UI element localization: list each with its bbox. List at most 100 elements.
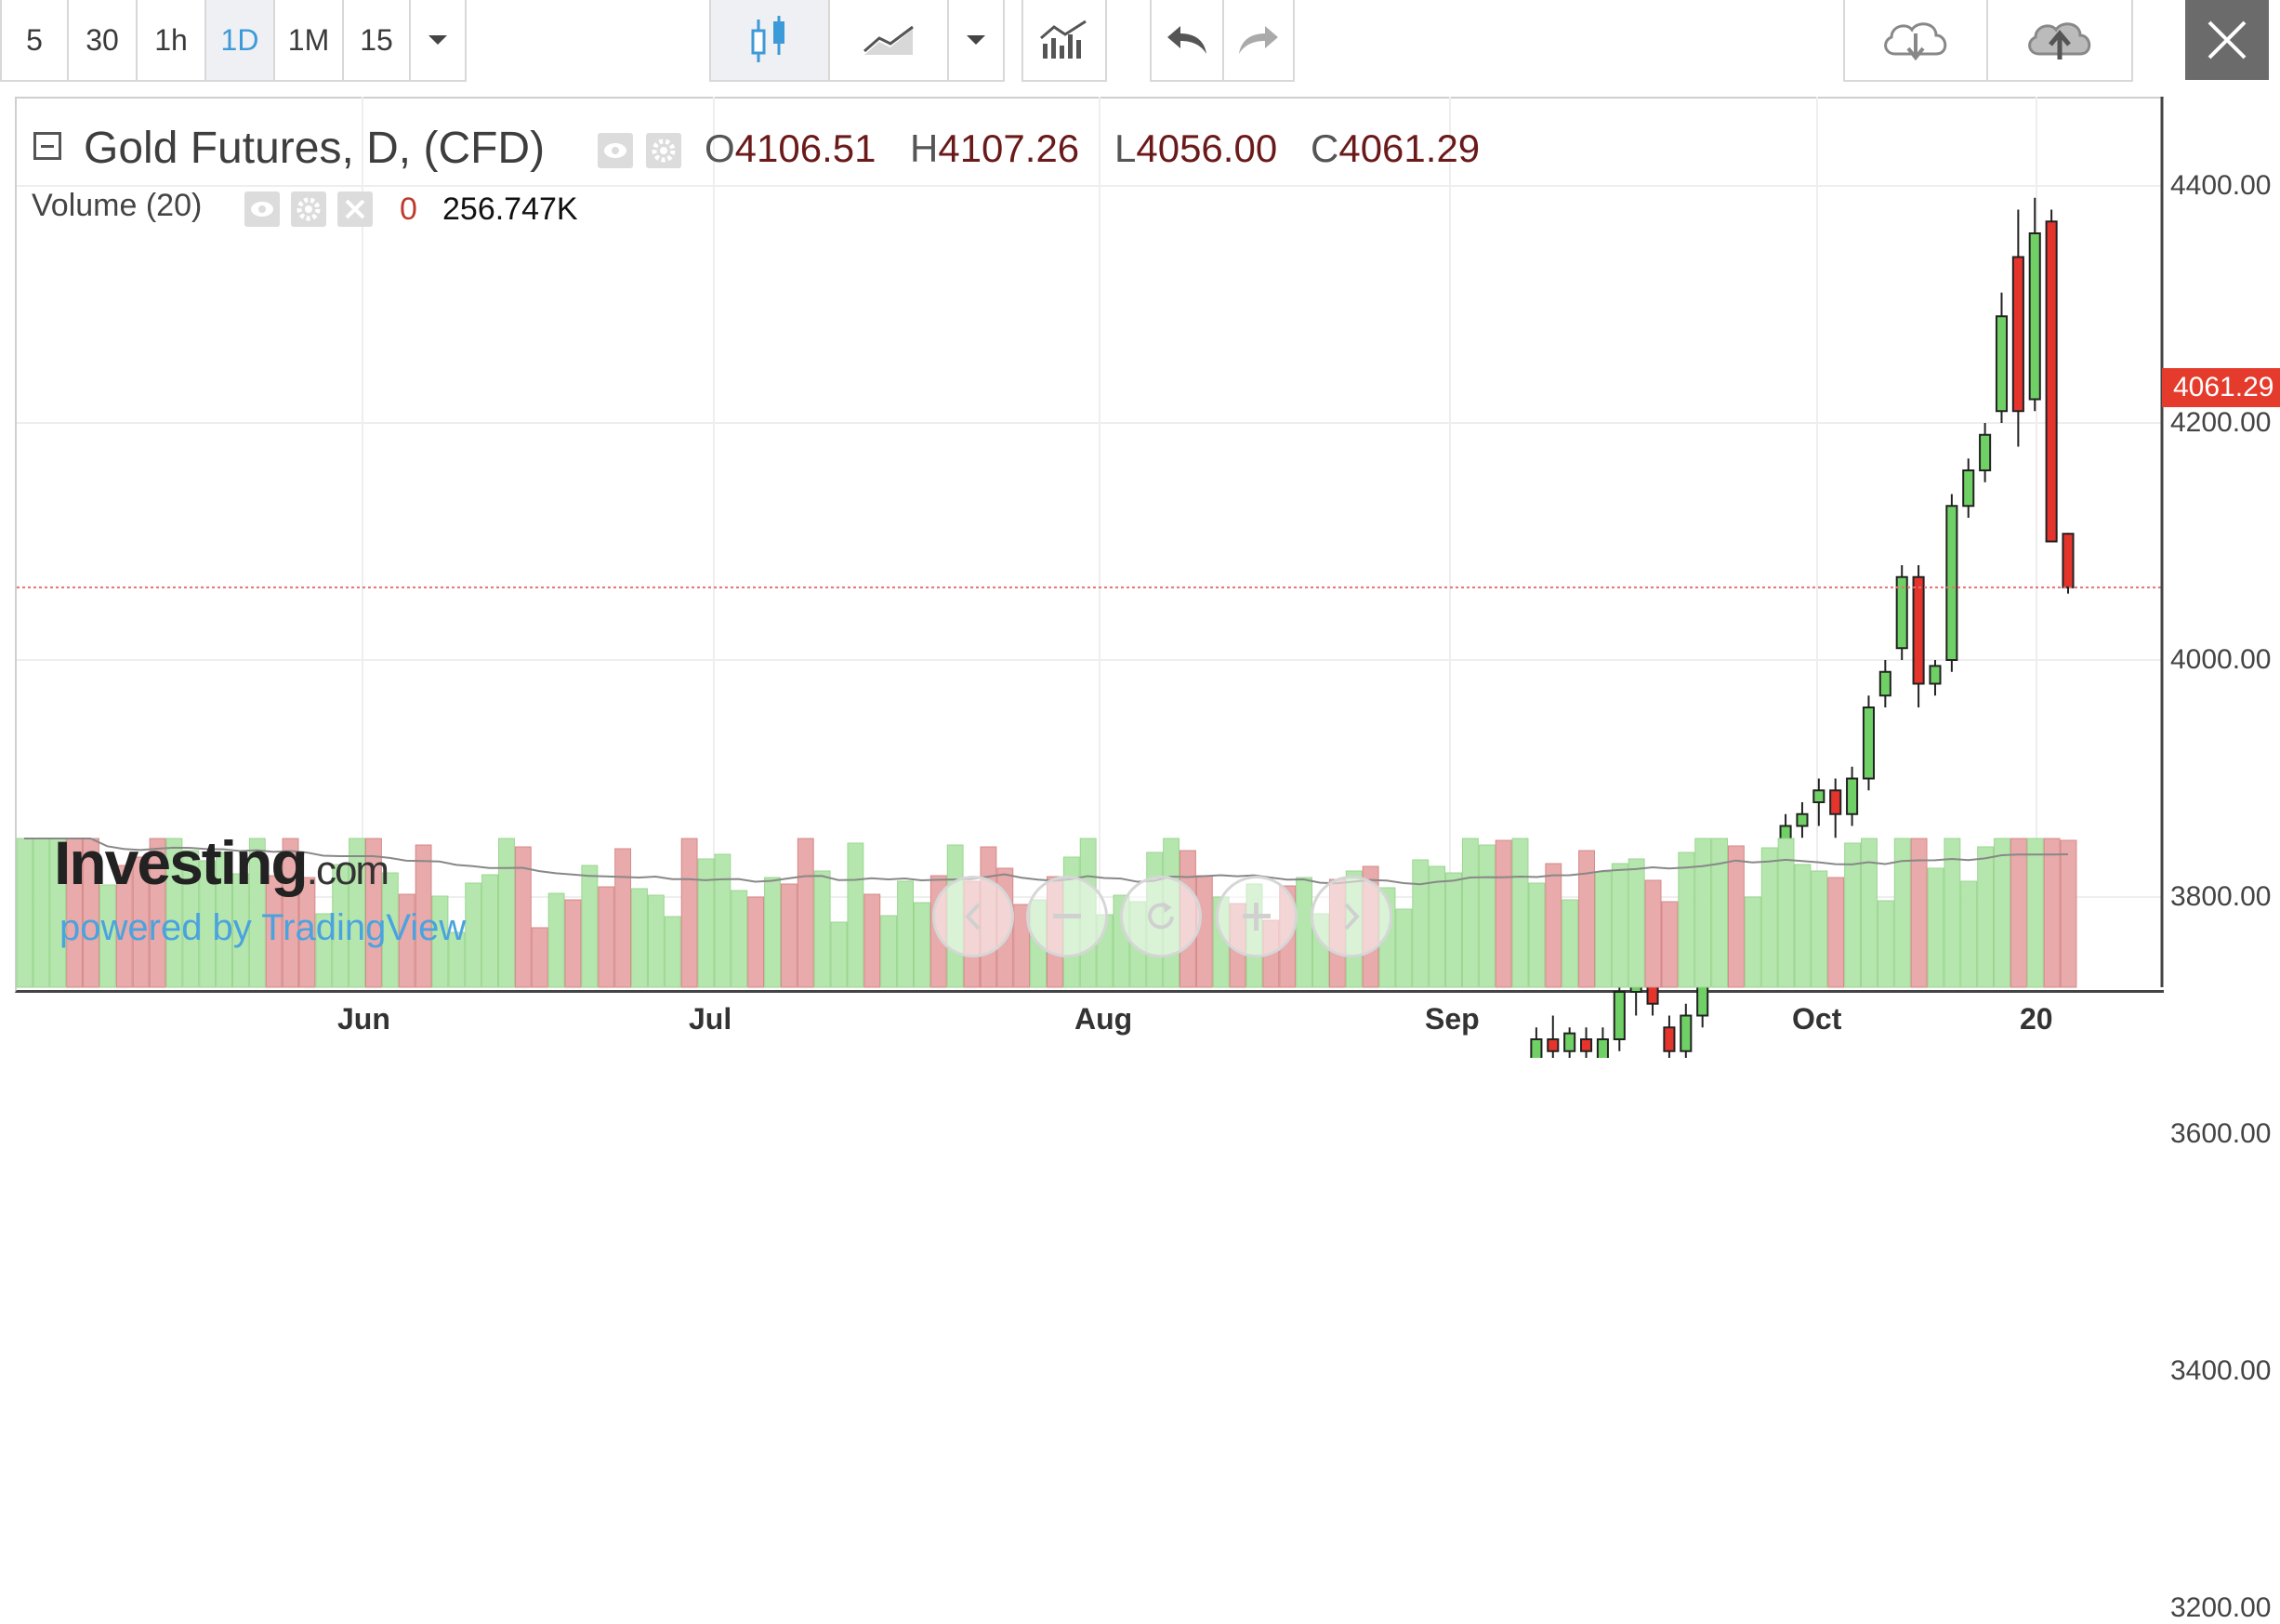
eye-icon[interactable] — [598, 133, 633, 168]
candle-body — [1613, 991, 1626, 1040]
plus-icon — [1243, 903, 1271, 931]
volume-bar — [1528, 882, 1546, 988]
ohlc-open: O4106.51 — [705, 126, 876, 170]
volume-bar — [1611, 863, 1628, 988]
powered-by-tradingview[interactable]: powered by TradingView — [59, 907, 467, 948]
volume-bar — [2010, 838, 2027, 988]
volume-bar — [1678, 852, 1695, 988]
y-tick-label: 4200.00 — [2170, 407, 2272, 438]
x-tick-label: 20 — [2020, 1002, 2053, 1036]
volume-bar — [1910, 838, 1928, 988]
reset-button[interactable] — [1120, 876, 1202, 957]
candle-body — [1812, 789, 1825, 803]
gear-icon[interactable] — [646, 133, 681, 168]
volume-eye-icon[interactable] — [244, 191, 280, 227]
interval-1h-button[interactable]: 1h — [138, 0, 206, 80]
volume-bar — [1944, 838, 1961, 988]
volume-bar — [747, 896, 765, 988]
volume-bar — [498, 838, 515, 988]
chart-type-dropdown-button[interactable] — [949, 0, 1003, 80]
load-chart-button[interactable] — [1845, 0, 1988, 80]
interval-30-button[interactable]: 30 — [69, 0, 138, 80]
candle-body — [1895, 575, 1908, 650]
interval-15-button[interactable]: 15 — [344, 0, 411, 80]
volume-bar — [780, 883, 797, 988]
chevron-left-icon — [965, 903, 981, 931]
volume-bar — [1827, 877, 1845, 988]
volume-bar — [897, 880, 914, 988]
redo-button[interactable] — [1224, 0, 1293, 80]
close-button[interactable] — [2185, 0, 2269, 80]
volume-bar — [680, 838, 698, 988]
candle-body — [1563, 1032, 1576, 1052]
candle-body — [1547, 1038, 1560, 1052]
interval-dropdown-button[interactable] — [411, 0, 465, 80]
interval-1m-button[interactable]: 1M — [275, 0, 344, 80]
volume-gear-icon[interactable] — [291, 191, 326, 227]
volume-bar — [1694, 838, 1712, 988]
candle-body — [2045, 220, 2058, 543]
volume-bar — [1562, 899, 1579, 988]
volume-bar — [1511, 838, 1529, 988]
save-chart-button[interactable] — [1988, 0, 2131, 80]
volume-bar — [1777, 838, 1795, 988]
zoom-out-button[interactable] — [1026, 876, 1108, 957]
volume-bar — [248, 838, 266, 988]
volume-remove-icon[interactable] — [337, 191, 373, 227]
symbol-title: Gold Futures, D, (CFD) — [84, 124, 546, 173]
volume-bar — [598, 886, 615, 988]
indicators-group — [1021, 0, 1107, 82]
y-tick-label: 3600.00 — [2170, 1118, 2272, 1149]
candle-body — [1796, 812, 1809, 827]
collapse-legend-button[interactable] — [33, 132, 61, 160]
volume-bar — [697, 858, 715, 988]
volume-bar — [564, 899, 582, 988]
y-tick-label: 4400.00 — [2170, 170, 2272, 201]
volume-bar — [1728, 845, 1745, 988]
zoom-in-button[interactable] — [1216, 876, 1298, 957]
price-chart[interactable] — [0, 0, 2280, 1058]
volume-bar — [315, 913, 333, 988]
volume-bar — [581, 865, 599, 988]
ohlc-close: C4061.29 — [1311, 126, 1481, 170]
volume-bar — [1412, 859, 1430, 988]
volume-bar — [847, 842, 864, 988]
toolbar: 5 30 1h 1D 1M 15 — [0, 0, 2280, 95]
candlestick-type-button[interactable] — [711, 0, 830, 80]
volume-bar — [664, 916, 681, 988]
volume-bar — [415, 844, 432, 988]
x-tick-label: Sep — [1425, 1002, 1480, 1036]
volume-bar — [1628, 858, 1645, 988]
scroll-left-button[interactable] — [932, 876, 1014, 957]
scroll-right-button[interactable] — [1311, 876, 1392, 957]
interval-1d-button[interactable]: 1D — [206, 0, 275, 80]
candle-body — [1912, 575, 1925, 685]
candle-body — [1962, 469, 1975, 508]
indicators-icon — [1040, 20, 1087, 59]
volume-bar — [132, 856, 150, 988]
volume-bar — [1994, 838, 2010, 988]
minus-icon — [1053, 914, 1081, 918]
volume-bar — [1960, 880, 1978, 988]
x-tick-label: Oct — [1792, 1002, 1842, 1036]
indicators-button[interactable] — [1023, 0, 1105, 80]
ohlc-high: H4107.26 — [910, 126, 1080, 170]
volume-bar — [182, 850, 200, 988]
volume-value: 256.747K — [442, 191, 578, 227]
volume-bar — [165, 838, 183, 988]
candle-body — [1995, 315, 2009, 413]
x-tick-label: Jul — [689, 1002, 732, 1036]
volume-bar — [1296, 877, 1313, 988]
candle-body — [1846, 777, 1859, 815]
line-type-button[interactable] — [830, 0, 949, 80]
volume-bar — [1877, 900, 1894, 988]
volume-bar — [1545, 863, 1562, 988]
volume-bar — [830, 921, 848, 988]
volume-bar — [1711, 838, 1728, 988]
volume-bar — [1977, 846, 1995, 988]
volume-bar — [365, 838, 382, 988]
interval-5-button[interactable]: 5 — [2, 0, 69, 80]
volume-bar — [1893, 838, 1911, 988]
volume-bar — [1927, 867, 1944, 988]
undo-button[interactable] — [1152, 0, 1224, 80]
